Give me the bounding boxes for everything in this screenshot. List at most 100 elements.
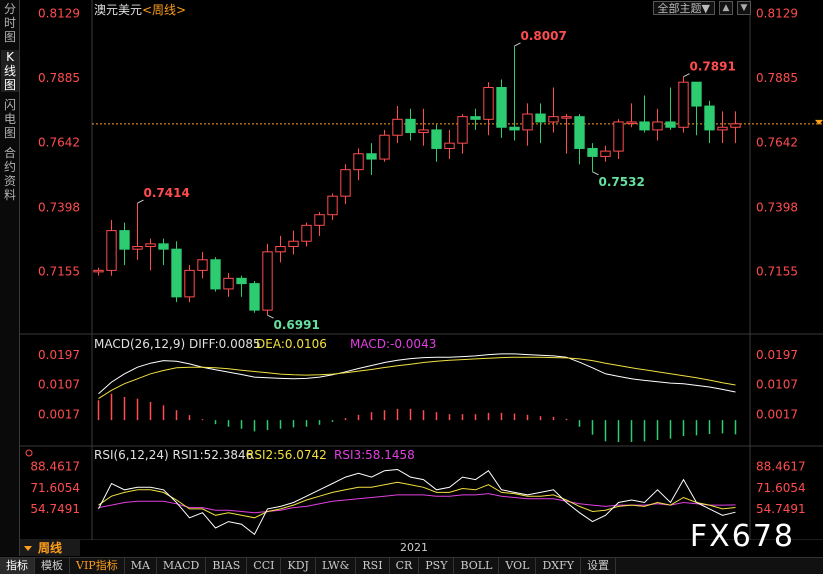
candle-body: [561, 116, 572, 119]
tab-cr[interactable]: CR: [390, 558, 420, 574]
candle-body: [574, 116, 585, 149]
candle-body: [587, 147, 598, 157]
rsi-title: RSI(6,12,24) RSI1:52.3846: [94, 448, 253, 462]
candle-body: [392, 118, 403, 136]
chart-svg: 澳元美元 <周线> 0.8129 0.8129 0.7885 0.7885 0.7642 0.…: [20, 0, 823, 541]
rsi2-line: [98, 481, 736, 519]
scroll-down-button[interactable]: ▼: [737, 1, 751, 15]
annotation-label: 0.6991: [274, 318, 320, 332]
candle-body: [717, 126, 728, 131]
tab-cci[interactable]: CCI: [247, 558, 282, 574]
rsi-y-tick-left: 54.7491: [30, 502, 80, 516]
candle-body: [353, 153, 364, 171]
rsi-y-tick-right: 88.4617: [756, 459, 806, 473]
pane-settings-icon: [25, 449, 33, 457]
annotation-label: 0.7532: [599, 175, 645, 189]
candle-body: [366, 153, 377, 160]
candle-body: [145, 243, 156, 248]
chart-title: 澳元美元: [94, 3, 142, 17]
current-price-marker: [815, 119, 823, 125]
rsi1-line: [98, 468, 736, 536]
candle-body: [340, 169, 351, 197]
candle-body: [652, 121, 663, 131]
y-tick-label-left: 0.8129: [38, 7, 80, 21]
candle-body: [132, 246, 143, 250]
candle-body: [379, 134, 390, 160]
rsi-y-tick-right: 71.6054: [756, 481, 806, 495]
y-tick-label-right: 0.7885: [756, 71, 798, 85]
candle-body: [184, 269, 195, 298]
view-tabs: 分时图 K线图 闪电图 合约资料: [0, 0, 20, 556]
candle-body: [249, 283, 260, 311]
candle-body: [691, 81, 702, 107]
candle-body: [405, 118, 416, 134]
year-label: 2021: [400, 541, 428, 554]
candle-body: [314, 214, 325, 226]
tab-kdj[interactable]: KDJ: [281, 558, 316, 574]
candle-body: [158, 243, 169, 250]
watermark: FX678: [689, 519, 795, 554]
tab-psy[interactable]: PSY: [419, 558, 455, 574]
scroll-up-button[interactable]: ▲: [719, 1, 733, 15]
annotation-label: 0.8007: [521, 29, 567, 43]
tab-flash-chart[interactable]: 闪电图: [3, 98, 16, 140]
rsi-y-tick-left: 71.6054: [30, 481, 80, 495]
tab-contract-info[interactable]: 合约资料: [3, 146, 16, 202]
candle-body: [483, 87, 494, 120]
candle-body: [665, 121, 676, 128]
rsi3-line: [98, 493, 736, 514]
tab-time-chart[interactable]: 分时图: [3, 2, 16, 44]
y-tick-label-right: 0.7155: [756, 265, 798, 279]
candle-body: [210, 259, 221, 290]
candle-body: [535, 113, 546, 123]
y-tick-label-right: 0.7398: [756, 200, 798, 214]
macd-dea-label: DEA:0.0106: [256, 337, 327, 351]
tab-bias[interactable]: BIAS: [206, 558, 248, 574]
candle-body: [301, 224, 312, 242]
tab-dxfy[interactable]: DXFY: [536, 558, 582, 574]
candle-body: [262, 251, 273, 311]
candle-body: [457, 116, 468, 144]
y-tick-label-left: 0.7155: [38, 265, 80, 279]
candle-body: [171, 248, 182, 298]
candle-body: [327, 195, 338, 216]
candle-body: [197, 259, 208, 271]
tab-vip-indicators[interactable]: VIP指标: [70, 558, 125, 574]
tab-macd[interactable]: MACD: [157, 558, 207, 574]
candle-body: [119, 230, 130, 250]
period-selector[interactable]: 周线: [20, 540, 80, 556]
tab-rsi[interactable]: RSI: [356, 558, 390, 574]
tab-indicators[interactable]: 指标: [0, 558, 35, 574]
theme-dropdown[interactable]: 全部主题▼: [652, 1, 715, 15]
tab-kline[interactable]: K线图: [1, 50, 19, 92]
macd-y-tick-right: 0.0017: [756, 408, 798, 422]
rsi-y-tick-left: 88.4617: [30, 459, 80, 473]
annotation-pointer: [592, 171, 599, 176]
macd-y-tick-right: 0.0107: [756, 378, 798, 392]
candle-body: [613, 121, 624, 152]
tab-settings[interactable]: 设置: [581, 558, 617, 574]
annotation-label: 0.7891: [690, 60, 736, 74]
candle-body: [236, 277, 247, 285]
annotation-pointer: [683, 73, 690, 78]
tab-vol[interactable]: VOL: [499, 558, 537, 574]
tab-ma[interactable]: MA: [125, 558, 157, 574]
annotation-pointer: [137, 199, 144, 204]
annotation-label: 0.7414: [144, 186, 190, 200]
tab-templates[interactable]: 模板: [35, 558, 70, 574]
candle-body: [444, 142, 455, 149]
candle-body: [626, 121, 637, 124]
macd-y-tick-left: 0.0107: [38, 378, 80, 392]
candle-body: [496, 87, 507, 128]
tab-lw[interactable]: LW&: [316, 558, 357, 574]
candle-body: [431, 129, 442, 149]
macd-dea-line: [98, 356, 736, 400]
top-controls: 全部主题▼ ▲ ▼: [652, 1, 751, 15]
candle-body: [275, 246, 286, 253]
candle-body: [704, 105, 715, 131]
candle-body: [600, 150, 611, 157]
indicator-tabs: 指标 模板 VIP指标 MA MACD BIAS CCI KDJ LW& RSI…: [0, 557, 823, 574]
rsi-y-tick-right: 54.7491: [756, 502, 806, 516]
candle-body: [730, 123, 741, 128]
tab-boll[interactable]: BOLL: [454, 558, 500, 574]
